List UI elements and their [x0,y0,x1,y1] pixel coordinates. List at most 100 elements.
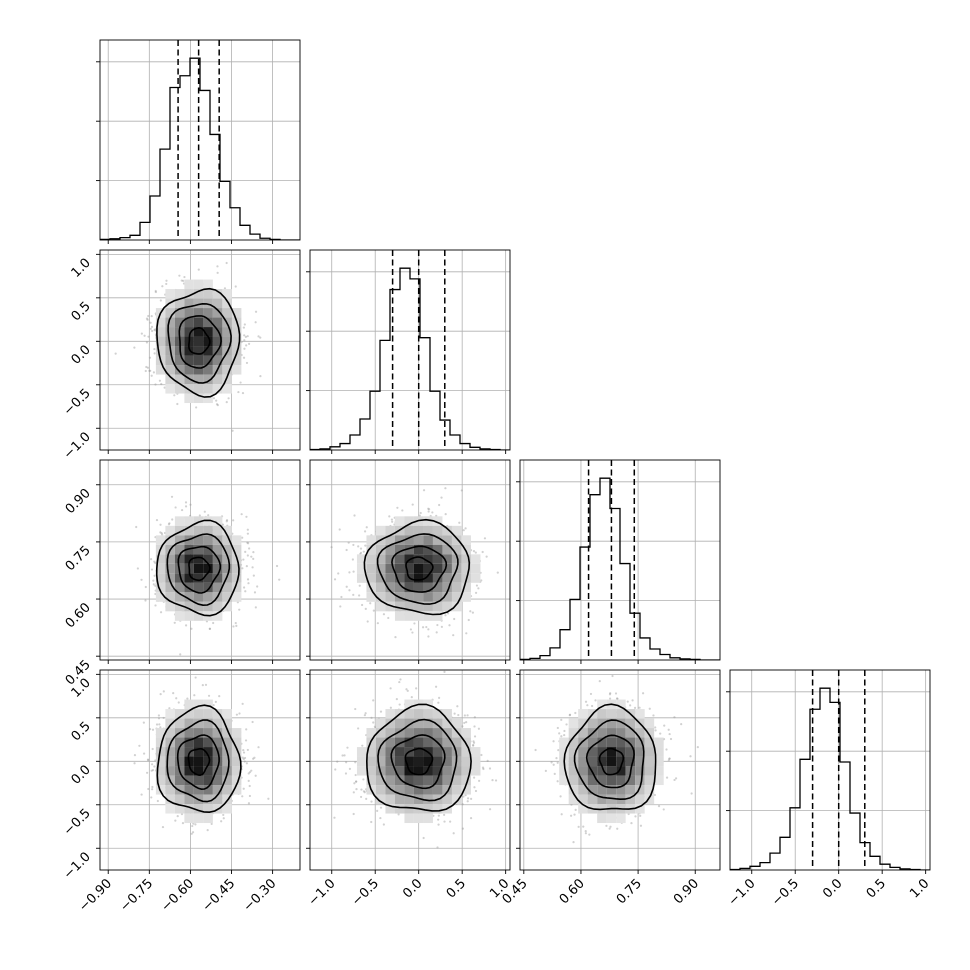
density-cell [644,747,655,757]
sample-point [348,767,352,770]
density-cell [193,699,204,710]
density-cell [375,554,386,564]
density-cell [413,554,424,564]
density-cell [222,384,232,394]
sample-point [241,391,245,395]
sample-point [665,748,668,751]
density-cell [423,794,433,805]
density-cell [423,737,433,748]
density-cell [184,298,194,309]
density-cell [404,535,414,545]
density-cell [165,766,175,776]
sample-point [154,383,157,386]
density-cell [470,766,481,776]
density-cell [616,775,626,786]
contour-level-2 [391,545,448,593]
sample-point [251,566,254,569]
density-cell [193,756,204,767]
sample-point [234,285,237,288]
density-cell [174,718,185,729]
density-cell [222,544,232,555]
density-cell [184,737,194,748]
sample-point [155,518,159,522]
density-cell [654,737,664,748]
sample-point [584,832,587,835]
sample-point [422,489,426,492]
density-cell [394,775,405,786]
sample-point [145,341,149,344]
sample-point [552,740,555,743]
density-cell [193,718,204,729]
sample-point [159,726,162,729]
density-cell [385,601,395,612]
sample-point [147,759,150,762]
density-cell [222,737,232,748]
sample-point [150,796,153,799]
density-cell [606,737,617,748]
sample-point [409,628,413,631]
sample-point [373,725,376,728]
sample-point [689,755,692,758]
contour-level-1 [187,748,211,777]
sample-point [253,756,256,759]
density-cell [231,535,242,545]
density-cell [432,756,443,767]
density-cell [568,728,579,738]
y-tick-label-param-3: 0.75 [63,543,94,574]
sample-point [410,696,413,699]
sample-point [198,514,201,517]
sample-point [668,732,671,736]
density-cell [394,728,405,738]
sample-point [222,817,225,820]
density-cell [385,747,395,757]
sample-point [242,757,245,761]
sample-point [206,829,209,832]
density-cell [155,737,166,748]
sample-point [175,697,178,700]
sample-point [243,339,246,342]
density-cell [356,573,367,583]
density-cell [203,279,213,290]
sample-point [142,752,146,755]
density-cell [184,813,194,824]
density-cell [606,794,617,805]
x-tick-label-param-2: −1.0 [306,876,339,909]
density-cell [174,298,185,309]
sample-point [225,401,228,404]
density-cell [212,573,223,583]
density-cell [222,592,232,602]
sample-point [355,780,358,783]
scatter-panel-2-4 [306,669,511,874]
sample-point [163,386,166,389]
sample-point [394,636,397,639]
sample-point [254,774,257,777]
density-cell [174,804,185,814]
density-cell [625,794,636,805]
density-cell [423,756,433,767]
sample-point [352,812,355,816]
sample-point [146,758,150,761]
density-cell [203,535,213,545]
density-cell [231,775,242,786]
density-cell [165,308,175,318]
density-cell [375,601,386,612]
density-cell [222,756,232,767]
sample-point [401,509,404,512]
sample-point [352,543,355,547]
x-tick-label-param-4: 1.0 [907,876,932,901]
sample-point [352,791,355,794]
density-cell [394,573,405,583]
sample-point [565,723,568,726]
sample-point [176,402,179,406]
sample-point [243,347,246,350]
sample-point [254,310,258,313]
density-cell [432,766,443,776]
density-cell [404,813,414,824]
density-cell [212,327,223,337]
sample-point [154,759,157,762]
density-cell [394,718,405,729]
density-cell [165,317,175,328]
density-cell [203,384,213,394]
density-cell [394,785,405,795]
density-cell [222,289,232,299]
